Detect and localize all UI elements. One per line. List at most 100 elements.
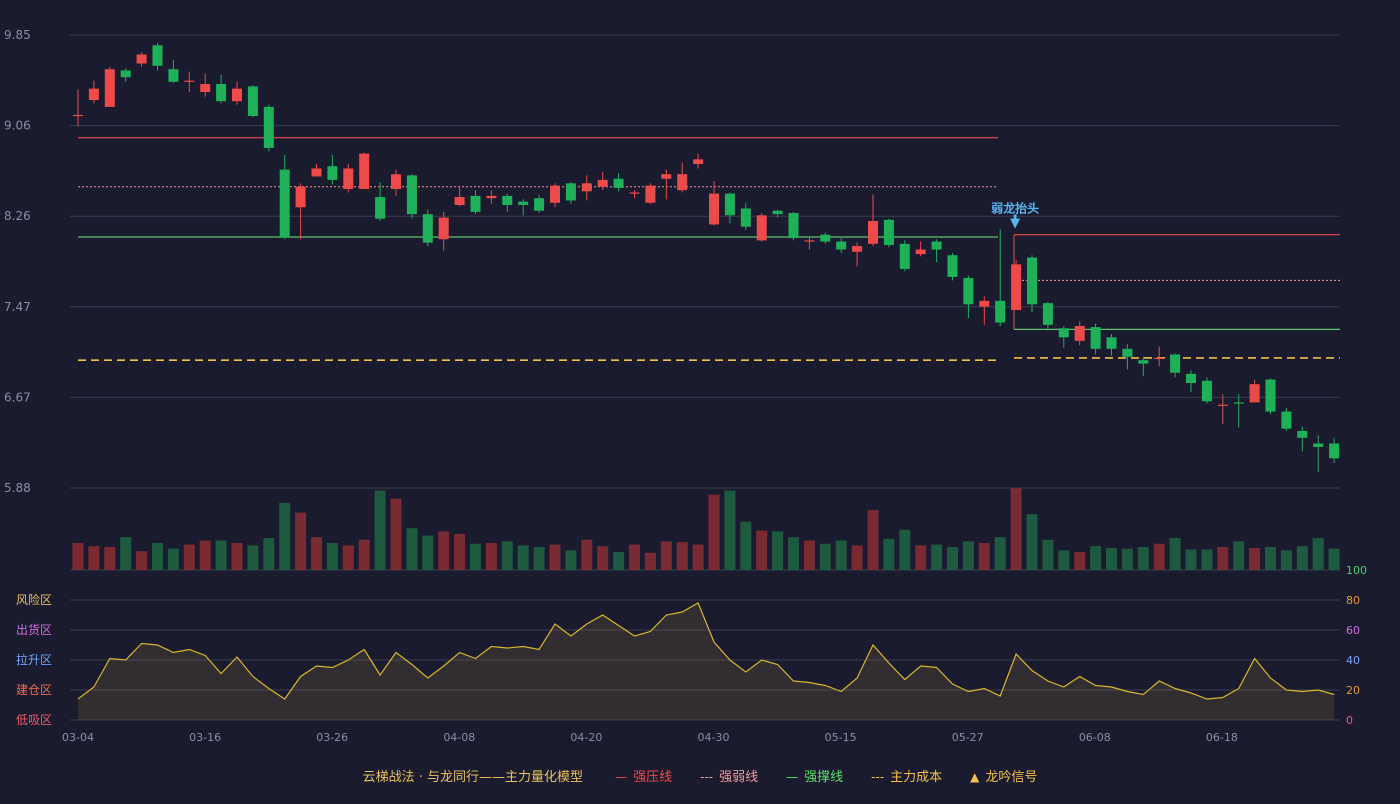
candle	[1329, 437, 1340, 463]
candle-body	[581, 183, 592, 192]
legend-label: 强压线	[633, 770, 673, 785]
candle-body	[724, 193, 735, 216]
candle-body	[422, 214, 433, 243]
legend-item[interactable]: — 强撑线	[786, 770, 843, 785]
volume-bar	[88, 546, 100, 570]
zone-label: 风险区	[16, 592, 52, 607]
x-tick-label: 05-15	[825, 731, 857, 744]
price-tick-label: 8.26	[4, 209, 31, 223]
candle-body	[1074, 325, 1085, 341]
candle-body	[343, 168, 354, 190]
candle	[263, 104, 274, 152]
volume-bar	[1010, 488, 1022, 570]
candle-body	[375, 197, 386, 219]
volume-bar	[756, 530, 768, 570]
x-axis: 03-04 03-16 03-26 04-08 04-20 04-30 05-15 05-27…	[62, 731, 1238, 744]
price-tick-label: 9.85	[4, 28, 31, 42]
volume-bar	[215, 540, 227, 570]
volume-bar	[120, 537, 132, 570]
candle	[1154, 346, 1165, 366]
candle	[1233, 394, 1244, 428]
volume-bar	[279, 502, 291, 570]
candle	[1122, 344, 1133, 370]
legend-symbol-icon: —	[786, 770, 799, 784]
zone-label: 建仓区	[16, 683, 52, 697]
volume-bar	[374, 490, 386, 570]
legend-item[interactable]: --- 主力成本	[871, 770, 942, 785]
candle	[963, 275, 974, 318]
volume-bar	[549, 544, 561, 570]
legend-symbol-icon: ▲	[970, 770, 980, 784]
volume-bar	[295, 512, 307, 570]
candle-body	[1042, 303, 1053, 325]
price-tick-label: 5.88	[4, 481, 31, 495]
candle-body	[979, 300, 990, 307]
volume-bar	[136, 551, 148, 570]
candle	[979, 296, 990, 325]
legend-item[interactable]: --- 强弱线	[700, 770, 758, 785]
candle-body	[359, 153, 370, 190]
volume-bar	[1185, 549, 1197, 570]
signal-marker: 弱龙抬头	[991, 201, 1039, 229]
signal-arrow-icon	[1010, 214, 1021, 229]
candle-body	[1186, 373, 1196, 384]
volume-bar	[406, 528, 418, 570]
candle	[820, 232, 831, 244]
candle-body	[645, 185, 656, 203]
candle-body	[565, 183, 576, 201]
x-tick-label: 04-20	[570, 731, 602, 744]
candle	[200, 73, 211, 97]
candle-body	[168, 69, 179, 82]
volume-bar	[104, 547, 116, 570]
candle	[1090, 323, 1101, 355]
candle-body	[629, 192, 640, 194]
candle-body	[470, 195, 481, 212]
candle-body	[772, 210, 783, 215]
candle	[73, 89, 83, 127]
volume-bar	[581, 539, 593, 570]
indicator-line	[77, 602, 1335, 700]
volume-bar	[978, 542, 990, 570]
price-tick-label: 6.67	[4, 390, 31, 404]
candle	[852, 242, 863, 267]
volume-bar	[517, 545, 529, 570]
candle-body	[677, 174, 688, 191]
candle-body	[518, 201, 529, 206]
legend-item[interactable]: ▲ 龙吟信号	[970, 770, 1037, 785]
candle-body	[550, 185, 560, 203]
candle-body	[915, 249, 926, 255]
candle	[311, 163, 322, 177]
candle-body	[1138, 360, 1149, 364]
candle-body	[247, 86, 258, 117]
volume-bar	[1280, 550, 1292, 570]
volume-bar	[565, 550, 577, 570]
legend: 云梯战法 · 与龙同行——主力量化模型 — 强压线 --- 强弱线 — 强撑线 --- 主力成…	[0, 766, 1400, 785]
volume-bar	[342, 545, 354, 570]
candle	[836, 238, 847, 253]
candle-body	[1329, 443, 1340, 459]
candle-body	[104, 69, 115, 107]
legend-label: 龙吟信号	[985, 770, 1038, 785]
candle-body	[502, 195, 513, 206]
candle-body	[820, 234, 831, 242]
candle	[1186, 370, 1196, 393]
indicator-tick-label: 0	[1346, 714, 1353, 727]
candle-body	[804, 240, 815, 242]
candle-body	[184, 80, 195, 82]
candle	[709, 181, 719, 226]
legend-symbol-icon: ---	[871, 770, 885, 784]
x-tick-label: 03-04	[62, 731, 94, 744]
volume-bar	[1137, 547, 1149, 570]
volume-bar	[676, 542, 688, 570]
candle	[1074, 321, 1085, 346]
candle	[645, 183, 656, 204]
candle-body	[947, 255, 958, 277]
candle	[1281, 408, 1292, 431]
candle-body	[883, 219, 894, 245]
x-tick-label: 03-16	[189, 731, 221, 744]
volume-bar	[692, 544, 704, 570]
legend-item[interactable]: — 强压线	[615, 770, 672, 785]
candle-body	[1122, 348, 1133, 357]
candle	[391, 169, 401, 196]
